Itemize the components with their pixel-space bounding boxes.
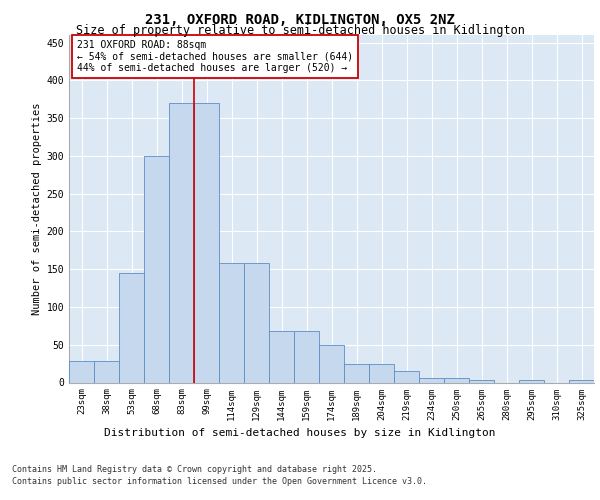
Bar [569, 380, 594, 382]
Text: Contains public sector information licensed under the Open Government Licence v3: Contains public sector information licen… [12, 478, 427, 486]
Bar [119, 273, 144, 382]
Bar [444, 378, 469, 382]
Bar [469, 380, 494, 382]
Bar [344, 364, 369, 382]
Bar [519, 380, 544, 382]
Bar [94, 362, 119, 382]
Bar [144, 156, 169, 382]
Text: 231, OXFORD ROAD, KIDLINGTON, OX5 2NZ: 231, OXFORD ROAD, KIDLINGTON, OX5 2NZ [145, 12, 455, 26]
Text: 231 OXFORD ROAD: 88sqm
← 54% of semi-detached houses are smaller (644)
44% of se: 231 OXFORD ROAD: 88sqm ← 54% of semi-det… [77, 40, 353, 74]
Bar [69, 362, 94, 382]
Bar [394, 371, 419, 382]
Text: Contains HM Land Registry data © Crown copyright and database right 2025.: Contains HM Land Registry data © Crown c… [12, 465, 377, 474]
Y-axis label: Number of semi-detached properties: Number of semi-detached properties [32, 102, 43, 315]
Bar [244, 263, 269, 382]
Bar [269, 331, 294, 382]
Text: Distribution of semi-detached houses by size in Kidlington: Distribution of semi-detached houses by … [104, 428, 496, 438]
Bar [219, 263, 244, 382]
Bar [294, 331, 319, 382]
Text: Size of property relative to semi-detached houses in Kidlington: Size of property relative to semi-detach… [76, 24, 524, 37]
Bar [419, 378, 444, 382]
Bar [169, 103, 194, 382]
Bar [369, 364, 394, 382]
Bar [194, 103, 219, 382]
Bar [319, 344, 344, 383]
